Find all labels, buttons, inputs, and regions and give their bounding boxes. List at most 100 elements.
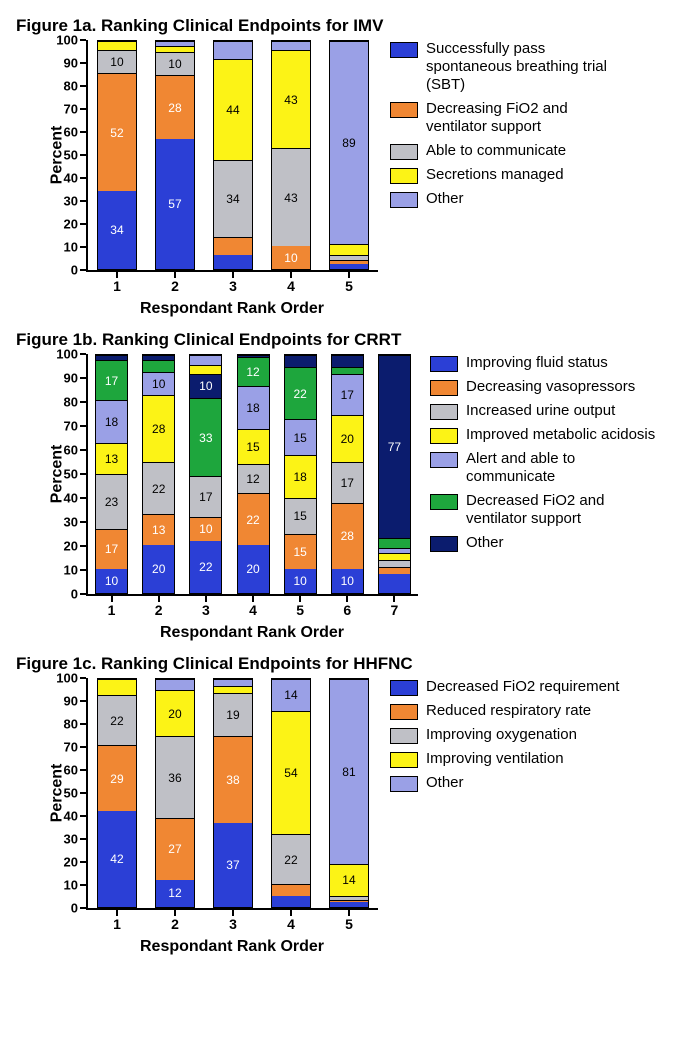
- bar-segment: 14: [330, 864, 367, 896]
- bar-segment: 17: [96, 360, 127, 400]
- bar-segment: 10: [190, 374, 221, 398]
- legend-item: Decreasing FiO2 and ventilator support: [390, 100, 620, 136]
- bar-segment: 43: [272, 50, 309, 148]
- y-tick-label: 30: [64, 194, 88, 209]
- y-tick-label: 80: [64, 717, 88, 732]
- stacked-bar: 422922: [97, 678, 136, 908]
- legend-swatch: [430, 452, 458, 468]
- stacked-bar: 12273620: [155, 678, 194, 908]
- bar-segment: [190, 355, 221, 365]
- legend-item: Able to communicate: [390, 142, 620, 160]
- legend-swatch: [390, 102, 418, 118]
- legend-label: Other: [466, 534, 504, 552]
- bar-segment: 17: [332, 374, 363, 414]
- bar-segment: [272, 41, 309, 50]
- y-tick-label: 50: [64, 148, 88, 163]
- y-tick-label: 10: [64, 563, 88, 578]
- x-tick-label: 4: [249, 594, 257, 618]
- bar-segment: 15: [285, 419, 316, 455]
- bar-segment: [272, 896, 309, 907]
- bar-segment: 15: [238, 429, 269, 465]
- legend-item: Improving oxygenation: [390, 726, 619, 744]
- bar-segment: 10: [332, 569, 363, 593]
- legend-label: Other: [426, 774, 464, 792]
- y-tick-label: 20: [64, 217, 88, 232]
- figure-title: Figure 1b. Ranking Clinical Endpoints fo…: [16, 330, 690, 350]
- stacked-bar: 101515181522: [284, 354, 317, 594]
- stacked-bar: 3444: [213, 40, 252, 270]
- stacked-bar: 225414: [271, 678, 310, 908]
- legend-label: Improving ventilation: [426, 750, 564, 768]
- bar-segment: 36: [156, 736, 193, 818]
- y-tick-label: 70: [64, 419, 88, 434]
- bar-segment: 44: [214, 59, 251, 159]
- bar-segment: 18: [96, 400, 127, 443]
- bar-segment: [190, 365, 221, 375]
- plot-b: Percent 01020304050607080901001101723131…: [86, 354, 418, 596]
- bar-segment: 15: [285, 534, 316, 570]
- stacked-bar: 101723131817: [95, 354, 128, 594]
- x-axis-label: Respondant Rank Order: [86, 300, 378, 318]
- stacked-bar: 2210173310: [189, 354, 222, 594]
- chart-area-b: Percent 01020304050607080901001101723131…: [86, 354, 418, 642]
- legend-label: Decreased FiO2 requirement: [426, 678, 619, 696]
- bar-segment: 77: [379, 355, 410, 538]
- y-tick-label: 40: [64, 491, 88, 506]
- bar-segment: 19: [214, 693, 251, 736]
- y-tick-label: 90: [64, 56, 88, 71]
- bar-segment: 28: [332, 503, 363, 570]
- legend-item: Improving fluid status: [430, 354, 660, 372]
- x-tick-label: 2: [171, 908, 179, 932]
- bar-segment: 10: [96, 569, 127, 593]
- chart-area-a: Percent 01020304050607080901001345210257…: [86, 40, 378, 318]
- bar-segment: [330, 244, 367, 255]
- bar-segment: 29: [98, 745, 135, 811]
- bar-segment: 43: [272, 148, 309, 246]
- y-tick-label: 90: [64, 371, 88, 386]
- chart-area-c: Percent 01020304050607080901001422922212…: [86, 678, 378, 956]
- bar-segment: 12: [238, 464, 269, 493]
- legend-swatch: [430, 380, 458, 396]
- y-tick-label: 30: [64, 515, 88, 530]
- y-tick-label: 50: [64, 467, 88, 482]
- x-tick-label: 2: [171, 270, 179, 294]
- x-tick-label: 1: [113, 908, 121, 932]
- stacked-bar: 77: [378, 354, 411, 594]
- bar-segment: 81: [330, 679, 367, 864]
- legend-label: Decreasing vasopressors: [466, 378, 635, 396]
- bar-segment: [332, 367, 363, 374]
- bar-segment: 34: [214, 160, 251, 238]
- y-tick-label: 60: [64, 125, 88, 140]
- legend-item: Alert and able to communicate: [430, 450, 660, 486]
- bar-segment: 52: [98, 73, 135, 192]
- y-tick-label: 0: [71, 587, 88, 602]
- bar-segment: 20: [332, 415, 363, 463]
- legend-label: Successfully pass spontaneous breathing …: [426, 40, 620, 94]
- bar-segment: 15: [285, 498, 316, 534]
- y-tick-label: 100: [56, 33, 88, 48]
- x-tick-label: 3: [229, 270, 237, 294]
- stacked-bar: 373819: [213, 678, 252, 908]
- x-tick-label: 7: [391, 594, 399, 618]
- y-tick-label: 40: [64, 171, 88, 186]
- x-tick-label: 1: [108, 594, 116, 618]
- legend-swatch: [390, 752, 418, 768]
- bar-segment: 22: [190, 541, 221, 593]
- legend-b: Improving fluid status Decreasing vasopre…: [430, 354, 660, 558]
- x-axis-label: Respondant Rank Order: [86, 938, 378, 956]
- y-tick-label: 60: [64, 443, 88, 458]
- bar-segment: 20: [143, 545, 174, 593]
- legend-swatch: [430, 494, 458, 510]
- stacked-bar: 1481: [329, 678, 368, 908]
- plot-a: Percent 01020304050607080901001345210257…: [86, 40, 378, 272]
- bar-segment: [379, 560, 410, 567]
- legend-swatch: [390, 680, 418, 696]
- legend-swatch: [390, 168, 418, 184]
- y-tick-label: 0: [71, 263, 88, 278]
- bar-segment: [156, 46, 193, 53]
- legend-a: Successfully pass spontaneous breathing …: [390, 40, 620, 214]
- stacked-bar: 345210: [97, 40, 136, 270]
- legend-label: Improved metabolic acidosis: [466, 426, 655, 444]
- bar-segment: [156, 679, 193, 690]
- legend-item: Increased urine output: [430, 402, 660, 420]
